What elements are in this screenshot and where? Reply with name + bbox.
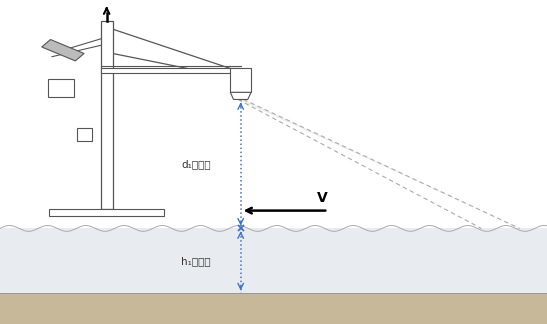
- Bar: [42, 40, 84, 61]
- Polygon shape: [230, 92, 251, 99]
- Polygon shape: [238, 99, 520, 228]
- Bar: [101, 68, 241, 73]
- Bar: [77, 128, 92, 141]
- Text: d₁：空高: d₁：空高: [181, 159, 211, 169]
- Bar: [230, 68, 251, 92]
- Bar: [101, 21, 113, 209]
- Text: h₁：水深: h₁：水深: [181, 256, 211, 266]
- Bar: [0, 293, 547, 324]
- Text: V: V: [317, 191, 328, 205]
- Bar: [0, 228, 547, 293]
- Bar: [48, 79, 74, 97]
- Bar: [49, 209, 164, 216]
